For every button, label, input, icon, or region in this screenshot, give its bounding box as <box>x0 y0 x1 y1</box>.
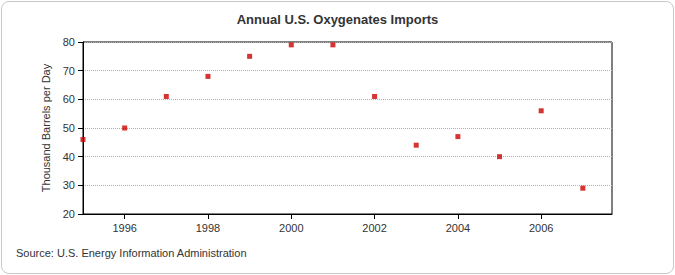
svg-text:40: 40 <box>63 151 75 163</box>
svg-text:Thousand Barrels per Day: Thousand Barrels per Day <box>40 63 52 192</box>
svg-text:80: 80 <box>63 36 75 48</box>
svg-text:30: 30 <box>63 179 75 191</box>
svg-text:50: 50 <box>63 122 75 134</box>
svg-text:20: 20 <box>63 208 75 220</box>
svg-text:2004: 2004 <box>446 222 470 234</box>
svg-text:2000: 2000 <box>279 222 303 234</box>
svg-text:2006: 2006 <box>529 222 553 234</box>
svg-text:Source: U.S. Energy Informatio: Source: U.S. Energy Information Administ… <box>16 247 247 259</box>
svg-text:70: 70 <box>63 65 75 77</box>
svg-text:60: 60 <box>63 93 75 105</box>
svg-text:1998: 1998 <box>196 222 220 234</box>
svg-text:2002: 2002 <box>362 222 386 234</box>
svg-text:Annual U.S. Oxygenates Imports: Annual U.S. Oxygenates Imports <box>237 12 439 27</box>
svg-text:1996: 1996 <box>112 222 136 234</box>
